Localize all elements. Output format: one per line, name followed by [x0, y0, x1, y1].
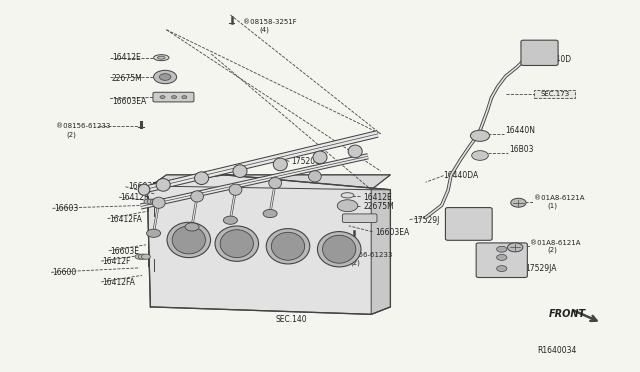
Text: ®01A8-6121A: ®01A8-6121A: [530, 240, 580, 246]
Circle shape: [337, 200, 358, 212]
FancyBboxPatch shape: [153, 92, 194, 102]
Text: 16603EA: 16603EA: [376, 228, 410, 237]
Circle shape: [172, 96, 177, 99]
Text: ®08156-61233: ®08156-61233: [338, 252, 392, 258]
Text: 22675M: 22675M: [364, 202, 394, 211]
Ellipse shape: [308, 171, 321, 182]
Text: FRONT: FRONT: [549, 310, 586, 319]
Ellipse shape: [229, 184, 242, 195]
Circle shape: [144, 199, 153, 204]
Polygon shape: [150, 175, 390, 190]
Circle shape: [159, 74, 171, 80]
Circle shape: [470, 130, 490, 141]
Text: 16412E: 16412E: [364, 193, 392, 202]
Circle shape: [147, 229, 161, 237]
Text: (4): (4): [259, 26, 269, 33]
Ellipse shape: [220, 230, 253, 257]
Text: 16412FA: 16412FA: [102, 278, 135, 287]
FancyBboxPatch shape: [476, 243, 527, 278]
Ellipse shape: [215, 226, 259, 261]
Ellipse shape: [167, 222, 211, 257]
Ellipse shape: [313, 151, 327, 164]
Text: (2): (2): [351, 259, 360, 266]
Ellipse shape: [195, 172, 209, 185]
Polygon shape: [371, 190, 390, 314]
Circle shape: [497, 254, 507, 260]
Text: 16603: 16603: [54, 204, 79, 213]
Ellipse shape: [323, 235, 356, 263]
FancyBboxPatch shape: [521, 40, 558, 65]
Ellipse shape: [154, 55, 169, 61]
Text: ®08158-3251F: ®08158-3251F: [243, 19, 297, 25]
Text: 22675M: 22675M: [112, 74, 143, 83]
FancyBboxPatch shape: [342, 214, 377, 222]
Circle shape: [263, 209, 277, 218]
Text: 16412F: 16412F: [120, 193, 148, 202]
Circle shape: [182, 96, 187, 99]
Ellipse shape: [157, 56, 165, 59]
Ellipse shape: [271, 232, 305, 260]
FancyBboxPatch shape: [534, 90, 575, 98]
Circle shape: [497, 266, 507, 272]
Text: 16440N: 16440N: [506, 126, 536, 135]
Text: 16412FA: 16412FA: [109, 215, 141, 224]
FancyBboxPatch shape: [445, 208, 492, 240]
Text: 16440DA: 16440DA: [444, 171, 479, 180]
Text: 16B03: 16B03: [509, 145, 533, 154]
Circle shape: [135, 254, 144, 259]
Text: ®01A8-6121A: ®01A8-6121A: [534, 195, 585, 201]
Ellipse shape: [172, 226, 205, 254]
Text: 17520U: 17520U: [291, 157, 321, 166]
Circle shape: [147, 199, 156, 204]
Circle shape: [511, 198, 526, 207]
Text: 16412E: 16412E: [112, 53, 141, 62]
Circle shape: [160, 96, 165, 99]
Circle shape: [497, 246, 507, 252]
Text: R1640034: R1640034: [538, 346, 577, 355]
Circle shape: [150, 199, 159, 204]
Circle shape: [472, 151, 488, 160]
Circle shape: [223, 216, 237, 224]
Text: 17529J: 17529J: [413, 216, 439, 225]
Text: 17529JA: 17529JA: [525, 264, 556, 273]
Ellipse shape: [152, 197, 165, 208]
Circle shape: [154, 70, 177, 84]
Text: 16603E: 16603E: [128, 182, 157, 191]
Text: (2): (2): [547, 247, 557, 253]
Ellipse shape: [191, 191, 204, 202]
Ellipse shape: [138, 184, 150, 195]
Text: 16440D: 16440D: [541, 55, 571, 64]
Ellipse shape: [156, 179, 170, 191]
Text: 16600: 16600: [52, 268, 77, 277]
Circle shape: [508, 243, 523, 252]
Ellipse shape: [233, 165, 247, 177]
Ellipse shape: [348, 145, 362, 158]
Ellipse shape: [273, 158, 287, 171]
Ellipse shape: [269, 177, 282, 189]
Text: SEC.173: SEC.173: [541, 91, 570, 97]
Circle shape: [141, 254, 150, 259]
Text: ®08156-61233: ®08156-61233: [56, 124, 111, 129]
Text: SEC.140: SEC.140: [275, 315, 307, 324]
Text: (2): (2): [66, 131, 76, 138]
Ellipse shape: [317, 231, 361, 267]
Text: (1): (1): [547, 202, 557, 209]
Polygon shape: [147, 175, 390, 314]
Ellipse shape: [266, 228, 310, 264]
Text: 16603EA: 16603EA: [112, 97, 147, 106]
Circle shape: [185, 223, 199, 231]
Text: 16412F: 16412F: [102, 257, 131, 266]
Text: 16603E: 16603E: [110, 247, 139, 256]
Ellipse shape: [341, 193, 354, 198]
Circle shape: [138, 254, 147, 259]
